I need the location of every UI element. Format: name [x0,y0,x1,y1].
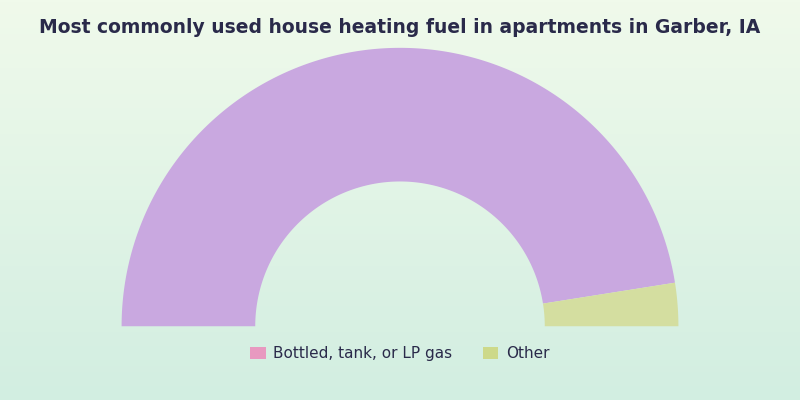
Text: Most commonly used house heating fuel in apartments in Garber, IA: Most commonly used house heating fuel in… [39,18,761,37]
Polygon shape [543,283,678,326]
Polygon shape [122,48,675,326]
Legend: Bottled, tank, or LP gas, Other: Bottled, tank, or LP gas, Other [244,340,556,367]
